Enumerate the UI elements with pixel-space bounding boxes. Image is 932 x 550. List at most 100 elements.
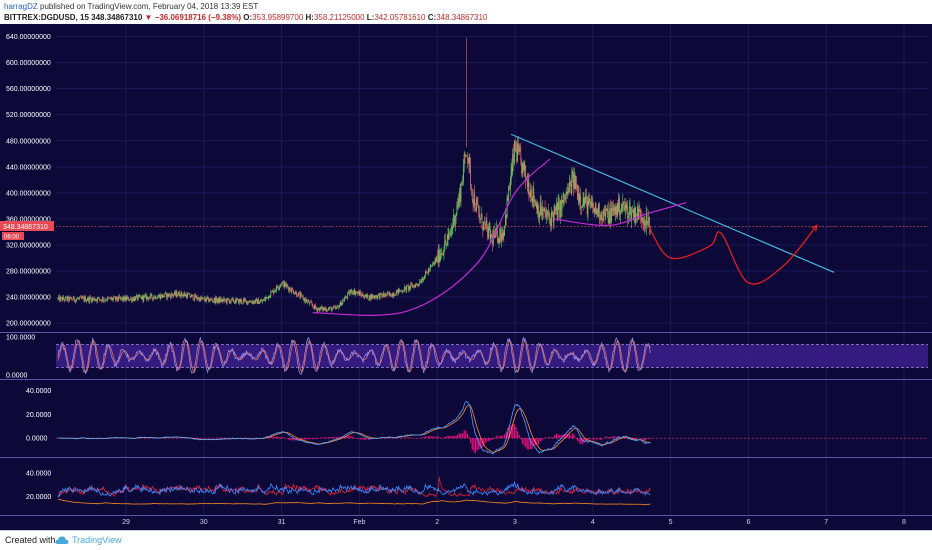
- candle-76[interactable]: [119, 294, 120, 299]
- candle-372[interactable]: [358, 290, 360, 296]
- candle-433[interactable]: [407, 283, 409, 292]
- candle-594[interactable]: [538, 203, 540, 223]
- candle-15[interactable]: [69, 295, 71, 298]
- candle-448[interactable]: [420, 279, 421, 284]
- candle-496[interactable]: [458, 187, 460, 208]
- candle-396[interactable]: [378, 293, 379, 297]
- candle-97[interactable]: [136, 293, 137, 299]
- candle-624[interactable]: [562, 199, 564, 204]
- candle-703[interactable]: [626, 201, 628, 211]
- candle-316[interactable]: [313, 306, 315, 310]
- candle-306[interactable]: [305, 296, 306, 304]
- candle-716[interactable]: [636, 202, 638, 223]
- candle-354[interactable]: [344, 296, 345, 302]
- price-axis[interactable]: 200.00000000240.00000000280.00000000320.…: [6, 34, 51, 501]
- candle-506[interactable]: [467, 152, 468, 169]
- candle-428[interactable]: [403, 284, 405, 293]
- candle-680[interactable]: [607, 201, 609, 226]
- candle-385[interactable]: [369, 295, 370, 301]
- candle-19[interactable]: [72, 295, 74, 300]
- candle-524[interactable]: [481, 213, 483, 230]
- candle-31[interactable]: [82, 294, 84, 299]
- candle-206[interactable]: [224, 298, 226, 303]
- candle-441[interactable]: [414, 283, 416, 289]
- candle-382[interactable]: [366, 292, 368, 298]
- candle-24[interactable]: [77, 296, 78, 300]
- candle-27[interactable]: [79, 296, 81, 300]
- candle-661[interactable]: [592, 197, 594, 214]
- candle-653[interactable]: [585, 188, 587, 207]
- candle-560[interactable]: [510, 163, 512, 186]
- candle-460[interactable]: [429, 263, 431, 273]
- candle-646[interactable]: [580, 187, 582, 216]
- candle-636[interactable]: [572, 169, 574, 183]
- candle-107[interactable]: [144, 294, 145, 299]
- candle-266[interactable]: [272, 288, 274, 296]
- candle-165[interactable]: [191, 293, 192, 298]
- tradingview-brand[interactable]: TradingView: [72, 535, 122, 545]
- candle-87[interactable]: [127, 296, 129, 301]
- candle-28[interactable]: [80, 295, 82, 298]
- candle-698[interactable]: [622, 193, 624, 213]
- candle-525[interactable]: [482, 225, 484, 238]
- candle-138[interactable]: [169, 292, 171, 297]
- candle-643[interactable]: [577, 185, 579, 206]
- candle-438[interactable]: [411, 282, 413, 288]
- candle-235[interactable]: [247, 301, 249, 305]
- candle-20[interactable]: [73, 296, 75, 303]
- candle-242[interactable]: [253, 299, 255, 304]
- candle-103[interactable]: [140, 296, 142, 300]
- candle-596[interactable]: [539, 194, 541, 216]
- candle-127[interactable]: [160, 292, 162, 301]
- candle-417[interactable]: [395, 293, 396, 296]
- candle-119[interactable]: [153, 296, 155, 299]
- candle-88[interactable]: [128, 299, 130, 302]
- candle-52[interactable]: [99, 299, 101, 302]
- candle-689[interactable]: [615, 203, 616, 222]
- candle-413[interactable]: [391, 293, 393, 297]
- candle-489[interactable]: [453, 208, 455, 229]
- candle-230[interactable]: [243, 296, 245, 303]
- drawing-annotations[interactable]: [56, 133, 928, 316]
- candle-60[interactable]: [106, 298, 107, 302]
- candle-111[interactable]: [147, 296, 149, 300]
- candle-317[interactable]: [314, 304, 315, 311]
- candle-493[interactable]: [456, 201, 458, 216]
- candle-685[interactable]: [611, 201, 613, 216]
- candle-273[interactable]: [278, 286, 280, 291]
- candle-425[interactable]: [401, 289, 403, 294]
- candle-340[interactable]: [332, 305, 334, 309]
- candle-168[interactable]: [193, 299, 195, 301]
- candle-375[interactable]: [361, 291, 362, 298]
- candle-215[interactable]: [231, 298, 233, 301]
- candle-186[interactable]: [208, 296, 209, 303]
- candle-171[interactable]: [195, 295, 197, 300]
- candle-157[interactable]: [184, 291, 186, 297]
- candle-180[interactable]: [203, 297, 205, 300]
- candle-352[interactable]: [342, 298, 344, 305]
- candle-664[interactable]: [594, 201, 596, 215]
- candle-205[interactable]: [223, 296, 225, 302]
- candle-280[interactable]: [284, 280, 285, 290]
- candle-98[interactable]: [136, 295, 138, 302]
- candle-329[interactable]: [323, 306, 325, 312]
- candle-2[interactable]: [59, 294, 61, 303]
- candle-451[interactable]: [422, 276, 424, 281]
- candle-388[interactable]: [371, 293, 373, 301]
- candle-144[interactable]: [174, 290, 175, 296]
- candle-122[interactable]: [156, 298, 158, 300]
- candle-26[interactable]: [78, 297, 80, 300]
- candle-648[interactable]: [581, 204, 583, 208]
- candle-663[interactable]: [594, 207, 595, 218]
- candle-149[interactable]: [178, 291, 179, 296]
- candle-660[interactable]: [591, 194, 593, 209]
- candle-467[interactable]: [435, 257, 437, 264]
- candle-668[interactable]: [598, 203, 599, 218]
- candle-509[interactable]: [469, 153, 471, 174]
- candle-393[interactable]: [375, 294, 377, 299]
- candle-132[interactable]: [164, 293, 166, 298]
- candle-561[interactable]: [511, 158, 513, 178]
- candle-504[interactable]: [465, 154, 467, 158]
- candle-158[interactable]: [185, 294, 187, 298]
- candle-529[interactable]: [485, 217, 487, 230]
